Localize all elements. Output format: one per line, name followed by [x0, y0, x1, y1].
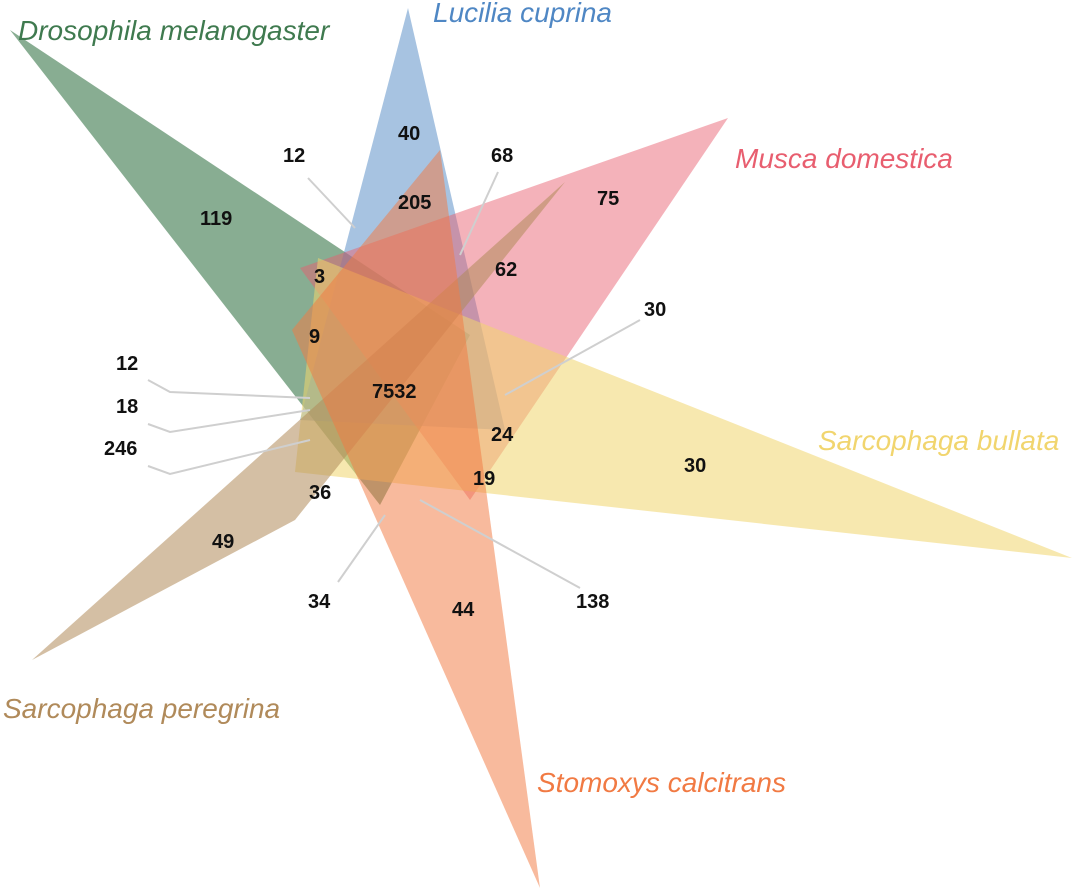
count-19: 19 — [473, 468, 495, 490]
leader-line-34 — [337, 514, 386, 583]
label-lucilia: Lucilia cuprina — [433, 0, 612, 28]
count-bullata-only: 30 — [684, 455, 706, 477]
leader-line-30 — [504, 319, 641, 396]
label-peregrina: Sarcophaga peregrina — [3, 693, 280, 724]
count-lucilia-only: 40 — [398, 123, 420, 145]
count-24: 24 — [491, 424, 514, 446]
count-stomoxys-only: 44 — [452, 599, 475, 621]
count-12-left: 12 — [116, 353, 138, 375]
leader-line-12-left — [147, 379, 311, 399]
count-30-callout: 30 — [644, 299, 666, 321]
leader-line-68 — [459, 171, 499, 256]
count-246: 246 — [104, 438, 137, 460]
count-all-six: 7532 — [372, 381, 417, 403]
count-drosophila-only: 119 — [200, 208, 232, 230]
count-3: 3 — [314, 266, 325, 288]
label-stomoxys: Stomoxys calcitrans — [537, 767, 786, 798]
count-18: 18 — [116, 396, 138, 418]
count-68: 68 — [491, 145, 513, 167]
label-bullata: Sarcophaga bullata — [818, 425, 1059, 456]
leader-line-246 — [147, 439, 311, 476]
leader-line-18 — [147, 409, 311, 434]
bullata-triangle — [295, 258, 1072, 558]
leader-line-12-top — [307, 177, 356, 229]
count-34: 34 — [308, 591, 331, 613]
count-62: 62 — [495, 259, 517, 281]
count-peregrina-only: 49 — [212, 531, 234, 553]
stomoxys-triangle — [292, 150, 540, 888]
count-12-top: 12 — [283, 145, 305, 167]
count-205: 205 — [398, 192, 431, 214]
label-musca: Musca domestica — [735, 143, 953, 174]
count-9: 9 — [309, 326, 320, 348]
label-drosophila: Drosophila melanogaster — [18, 15, 331, 46]
count-138: 138 — [576, 591, 609, 613]
count-musca-only: 75 — [597, 188, 619, 210]
count-36: 36 — [309, 482, 331, 504]
leader-line-138 — [419, 499, 581, 589]
